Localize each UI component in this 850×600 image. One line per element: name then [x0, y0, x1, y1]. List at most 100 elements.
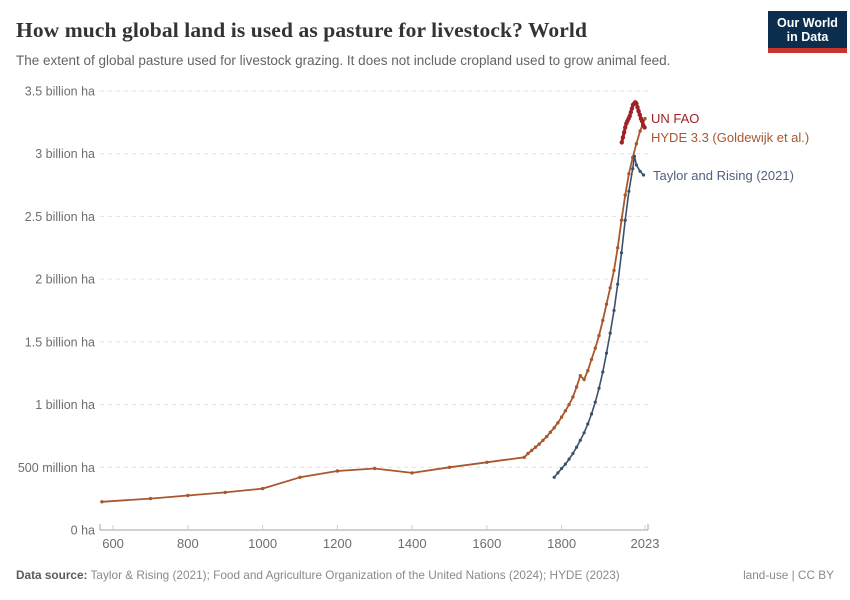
series-point-1[interactable] [641, 173, 646, 177]
series-point-0[interactable] [567, 402, 571, 407]
series-point-0[interactable] [627, 172, 631, 176]
x-axis-tick-label: 1000 [248, 536, 277, 551]
y-axis-tick-label: 2.5 billion ha [25, 210, 95, 224]
series-point-1[interactable] [582, 431, 586, 435]
series-point-0[interactable] [100, 500, 104, 504]
series-label-un-fao[interactable]: UN FAO [651, 111, 700, 126]
series-point-1[interactable] [612, 308, 616, 313]
series-point-0[interactable] [260, 486, 265, 491]
series-point-2[interactable] [636, 108, 641, 114]
series-point-0[interactable] [559, 415, 564, 419]
x-axis-tick-label: 800 [177, 536, 199, 551]
series-point-0[interactable] [548, 430, 553, 434]
series-point-0[interactable] [533, 445, 538, 449]
series-line-0[interactable] [101, 117, 646, 503]
series-point-1[interactable] [623, 218, 627, 222]
series-point-2[interactable] [635, 105, 640, 110]
series-point-1[interactable] [632, 154, 637, 158]
license-note[interactable]: land-use | CC BY [743, 568, 834, 582]
series-point-0[interactable] [593, 346, 597, 350]
series-point-0[interactable] [530, 448, 534, 453]
series-point-0[interactable] [541, 438, 545, 442]
series-point-2[interactable] [623, 125, 628, 130]
series-point-2[interactable] [639, 118, 645, 124]
series-point-0[interactable] [552, 426, 556, 430]
series-point-1[interactable] [560, 466, 564, 471]
series-point-1[interactable] [608, 331, 612, 335]
series-point-0[interactable] [335, 469, 340, 473]
series-point-1[interactable] [571, 451, 575, 456]
series-point-2[interactable] [620, 135, 626, 140]
series-point-0[interactable] [589, 357, 594, 362]
series-point-2[interactable] [629, 106, 635, 111]
series-point-2[interactable] [634, 101, 639, 106]
series-point-0[interactable] [223, 490, 227, 495]
series-point-2[interactable] [628, 110, 633, 115]
series-point-0[interactable] [526, 451, 530, 456]
series-point-2[interactable] [627, 113, 632, 119]
series-point-2[interactable] [619, 140, 624, 145]
series-point-0[interactable] [556, 421, 560, 425]
series-point-1[interactable] [593, 400, 597, 404]
series-point-0[interactable] [148, 496, 153, 501]
series-point-0[interactable] [638, 129, 642, 133]
series-point-1[interactable] [634, 163, 639, 167]
series-point-0[interactable] [186, 493, 190, 498]
series-point-0[interactable] [571, 395, 575, 399]
series-point-1[interactable] [556, 471, 560, 475]
series-label-taylor-rising[interactable]: Taylor and Rising (2021) [653, 168, 794, 183]
series-point-0[interactable] [537, 442, 541, 446]
series-point-1[interactable] [619, 251, 624, 255]
series-point-0[interactable] [643, 116, 647, 121]
series-point-0[interactable] [616, 246, 620, 250]
series-point-0[interactable] [604, 302, 609, 306]
series-point-0[interactable] [447, 465, 452, 469]
series-point-1[interactable] [604, 351, 609, 355]
series-point-0[interactable] [597, 333, 601, 338]
y-axis-tick-label: 1.5 billion ha [25, 335, 95, 349]
series-point-1[interactable] [631, 167, 635, 171]
series-point-2[interactable] [621, 130, 627, 135]
series-point-1[interactable] [575, 445, 579, 449]
x-axis-tick-label: 1600 [472, 536, 501, 551]
series-line-1[interactable] [553, 155, 645, 479]
series-point-1[interactable] [638, 169, 642, 173]
series-point-0[interactable] [410, 471, 414, 475]
series-point-0[interactable] [608, 286, 612, 290]
series-point-1[interactable] [578, 438, 582, 442]
series-point-1[interactable] [567, 457, 571, 461]
x-axis-tick-label: 1400 [398, 536, 427, 551]
series-point-0[interactable] [522, 455, 526, 459]
series-point-0[interactable] [601, 318, 605, 323]
y-axis-tick-label: 3.5 billion ha [25, 85, 95, 99]
series-point-1[interactable] [601, 370, 605, 374]
series-point-0[interactable] [298, 475, 302, 479]
series-point-0[interactable] [623, 193, 627, 197]
data-source-label: Data source: [16, 568, 88, 582]
owid-logo[interactable]: Our World in Data [768, 11, 847, 53]
series-point-1[interactable] [552, 475, 556, 479]
series-point-0[interactable] [578, 374, 582, 378]
series-point-0[interactable] [373, 466, 377, 471]
series-point-0[interactable] [485, 460, 489, 464]
series-point-1[interactable] [597, 386, 601, 390]
series-point-2[interactable] [637, 112, 642, 118]
series-point-0[interactable] [545, 434, 549, 439]
series-point-0[interactable] [582, 377, 586, 382]
series-point-1[interactable] [616, 282, 620, 286]
series-point-1[interactable] [586, 422, 590, 426]
series-point-0[interactable] [612, 268, 616, 273]
y-axis-tick-label: 500 million ha [18, 461, 95, 475]
series-point-0[interactable] [574, 385, 579, 389]
series-point-0[interactable] [563, 409, 568, 413]
series-point-2[interactable] [642, 125, 647, 130]
x-axis-tick-label: 1800 [547, 536, 576, 551]
series-point-0[interactable] [634, 142, 639, 146]
series-point-1[interactable] [563, 462, 568, 466]
series-point-1[interactable] [627, 189, 631, 193]
chart-subtitle: The extent of global pasture used for li… [16, 53, 671, 68]
series-label-hyde[interactable]: HYDE 3.3 (Goldewijk et al.) [651, 130, 810, 145]
series-point-1[interactable] [589, 412, 594, 416]
series-point-0[interactable] [586, 369, 590, 373]
series-point-0[interactable] [619, 218, 624, 222]
